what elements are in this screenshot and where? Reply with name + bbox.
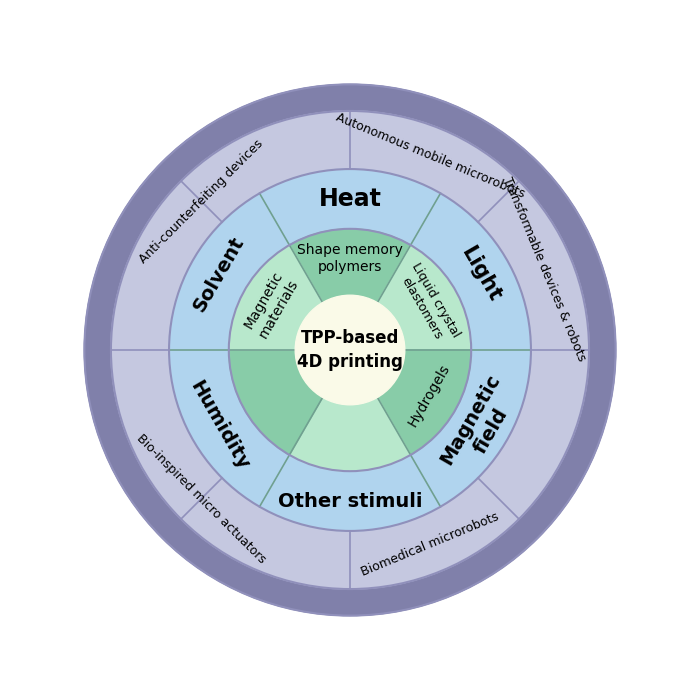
Text: Shape memory
polymers: Shape memory polymers bbox=[297, 243, 403, 274]
Circle shape bbox=[169, 169, 531, 531]
Text: Magnetic
materials: Magnetic materials bbox=[241, 268, 301, 340]
Text: Heat: Heat bbox=[318, 187, 382, 211]
Text: Humidity: Humidity bbox=[186, 377, 252, 473]
Text: Transformable devices & robots: Transformable devices & robots bbox=[500, 176, 588, 363]
Circle shape bbox=[111, 111, 589, 589]
Text: Bio-inspired micro actuators: Bio-inspired micro actuators bbox=[134, 431, 269, 566]
Wedge shape bbox=[229, 350, 350, 455]
Circle shape bbox=[295, 295, 405, 405]
Text: Solvent: Solvent bbox=[190, 234, 248, 316]
Text: Light: Light bbox=[457, 244, 505, 305]
Text: Anti-counterfeiting devices: Anti-counterfeiting devices bbox=[137, 137, 266, 266]
Text: Other stimuli: Other stimuli bbox=[278, 491, 422, 510]
Wedge shape bbox=[289, 350, 411, 471]
Text: TPP-based
4D printing: TPP-based 4D printing bbox=[297, 329, 403, 371]
Wedge shape bbox=[229, 245, 350, 350]
Text: Magnetic
field: Magnetic field bbox=[437, 371, 524, 480]
Wedge shape bbox=[350, 350, 471, 455]
Wedge shape bbox=[350, 245, 471, 350]
Text: Autonomous mobile microrobots: Autonomous mobile microrobots bbox=[334, 111, 527, 201]
Text: Hydrogels: Hydrogels bbox=[405, 362, 453, 429]
Circle shape bbox=[85, 85, 615, 615]
Wedge shape bbox=[289, 229, 411, 350]
Text: Liquid crystal
elastomers: Liquid crystal elastomers bbox=[395, 260, 463, 348]
Text: Biomedical microrobots: Biomedical microrobots bbox=[360, 510, 501, 578]
